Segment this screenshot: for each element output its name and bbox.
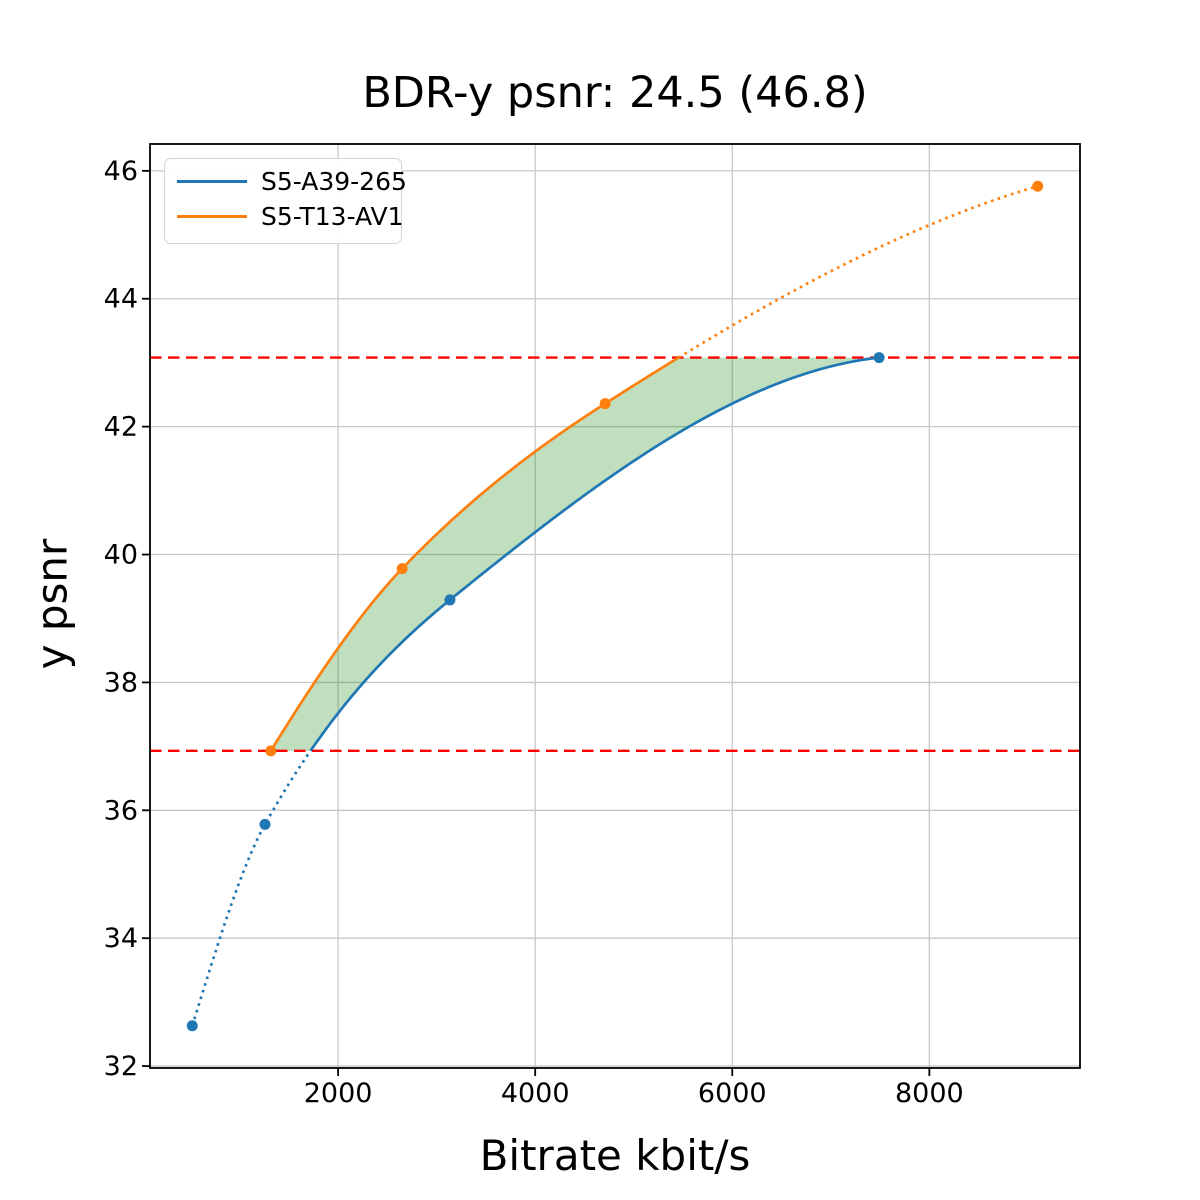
bd-rate-shaded-area	[270, 357, 880, 751]
series-curve-solid	[309, 356, 880, 752]
y-tick-label: 40	[104, 540, 138, 571]
y-tick-label: 32	[104, 1051, 138, 1082]
x-tick-label: 8000	[895, 1078, 964, 1109]
data-point-marker	[1032, 180, 1044, 192]
x-tick-label: 2000	[304, 1078, 373, 1109]
y-tick-label: 46	[104, 156, 138, 187]
legend: S5-A39-265 S5-T13-AV1	[164, 158, 407, 244]
legend-line-sample	[177, 215, 247, 218]
y-tick-label: 42	[104, 412, 138, 443]
legend-item: S5-T13-AV1	[177, 199, 404, 234]
y-tick-label: 34	[104, 923, 138, 954]
legend-line-sample	[177, 180, 247, 183]
data-point-marker	[259, 818, 271, 830]
y-tick-label: 36	[104, 795, 138, 826]
data-point-marker	[599, 398, 611, 410]
chart-title: BDR-y psnr: 24.5 (46.8)	[362, 68, 868, 118]
x-axis-label: Bitrate kbit/s	[479, 1131, 751, 1180]
legend-label: S5-T13-AV1	[261, 202, 404, 231]
data-point-marker	[873, 352, 885, 364]
y-tick-label: 38	[104, 667, 138, 698]
data-point-marker	[265, 745, 277, 757]
data-point-marker	[396, 563, 408, 575]
data-point-marker	[444, 594, 456, 606]
series-curve-dotted	[190, 750, 312, 1027]
data-point-marker	[186, 1020, 198, 1032]
series-curve-dotted	[677, 184, 1039, 359]
legend-label: S5-A39-265	[261, 167, 407, 196]
axes-frame	[149, 143, 1081, 1069]
y-axis-label: y psnr	[27, 538, 77, 670]
series-curve-solid	[269, 356, 680, 752]
x-tick-label: 6000	[698, 1078, 767, 1109]
y-tick-label: 44	[104, 284, 138, 315]
legend-item: S5-A39-265	[177, 164, 407, 199]
x-tick-label: 4000	[501, 1078, 570, 1109]
